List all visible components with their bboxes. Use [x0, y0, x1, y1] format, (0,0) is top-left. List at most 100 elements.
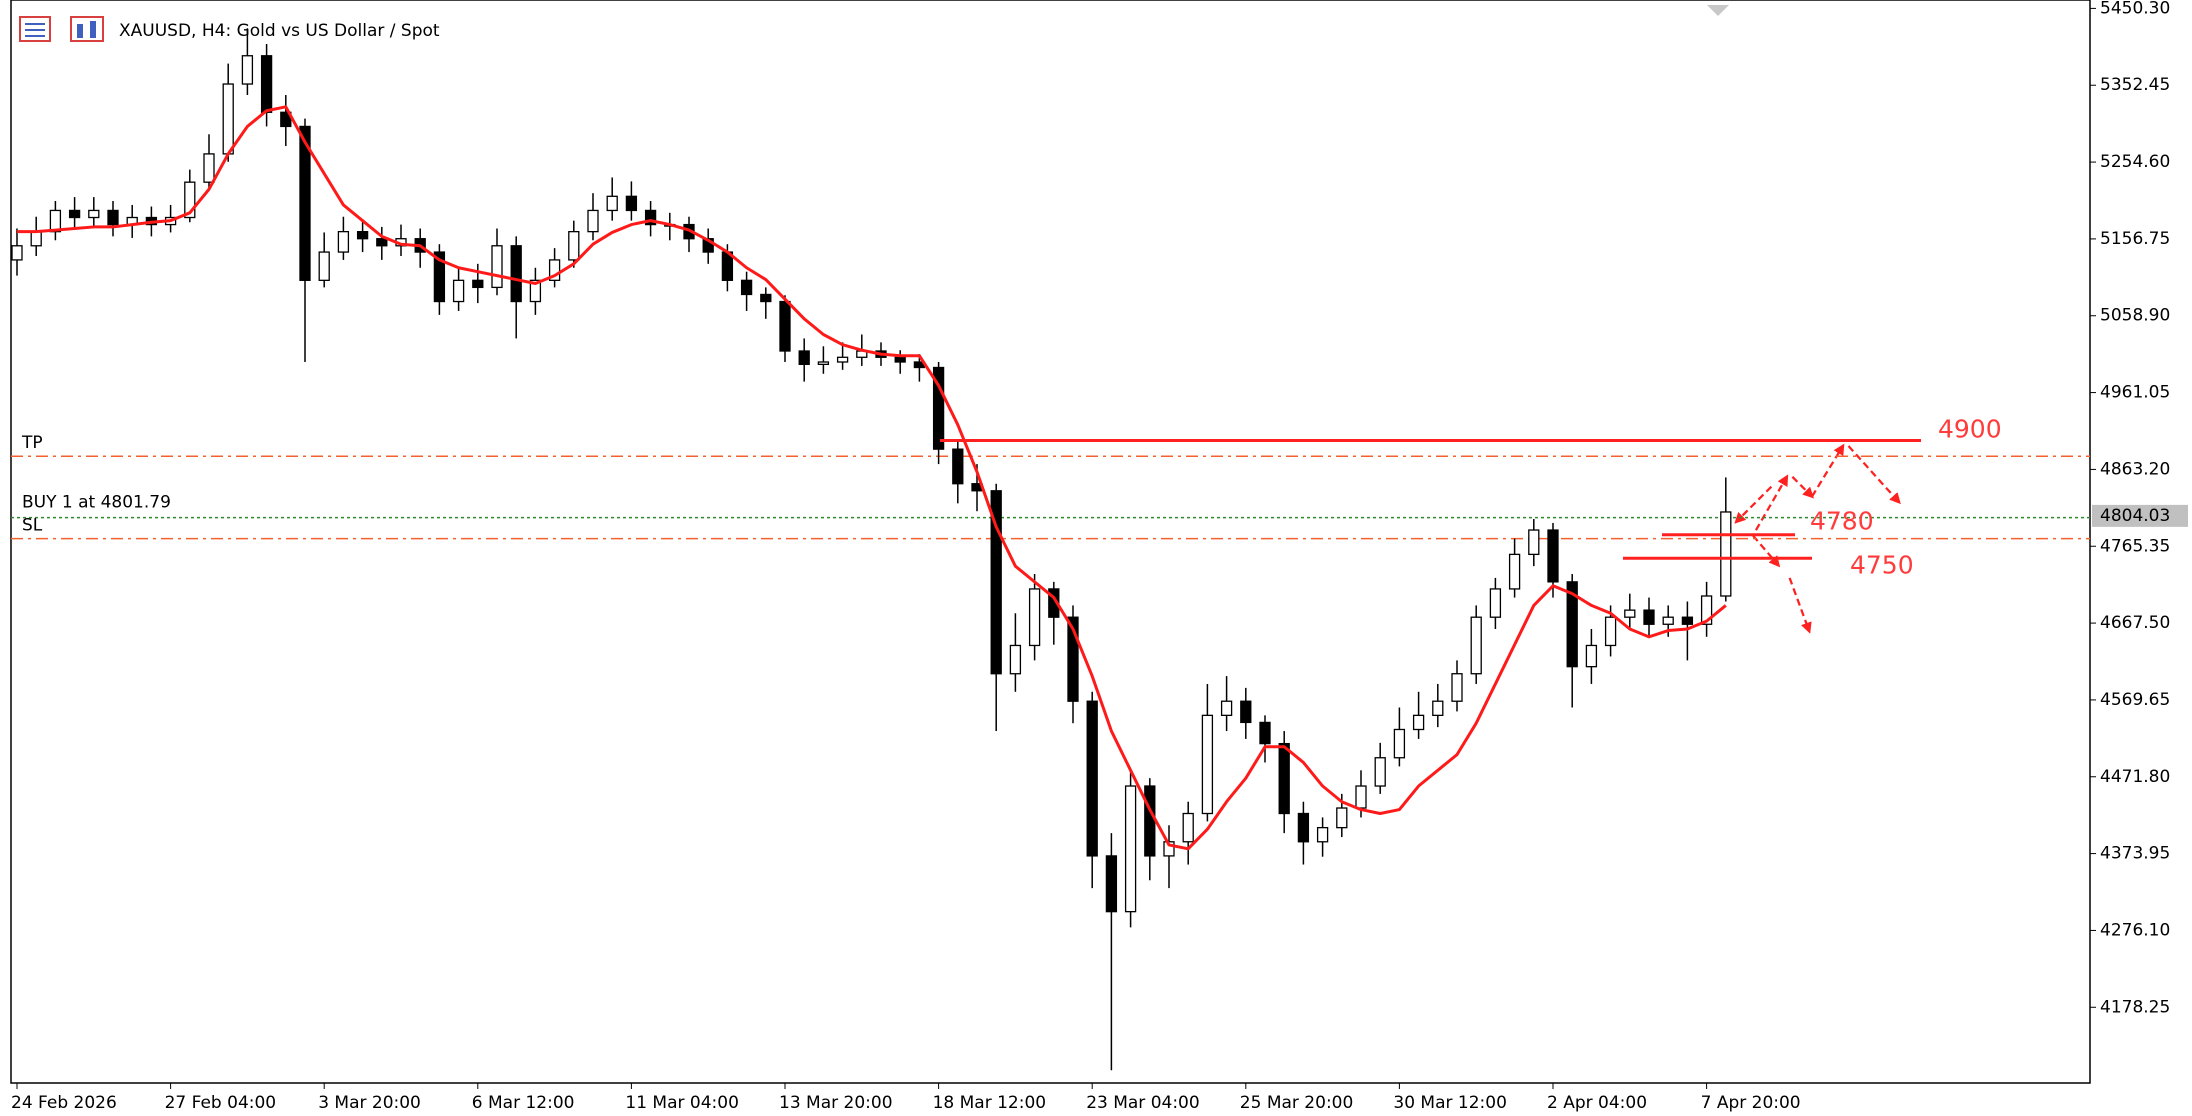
x-tick-label: 25 Mar 20:00 [1240, 1093, 1354, 1113]
sl-label: SL [22, 516, 43, 536]
candle-body [49, 209, 62, 233]
arrow [1847, 445, 1901, 505]
bid-label: 4804.03 [2100, 506, 2170, 526]
candle-body [491, 245, 503, 289]
candle-body [376, 238, 388, 247]
plot-frame [10, 0, 2091, 1084]
candle-body [1086, 700, 1098, 857]
y-tick-label: 4276.10 [2100, 920, 2170, 940]
candle-body [318, 251, 330, 281]
shift-marker [1707, 5, 1729, 16]
arrow [1788, 577, 1812, 634]
candle-body [606, 195, 618, 212]
x-tick-label: 23 Mar 04:00 [1086, 1093, 1200, 1113]
candle-body [1028, 588, 1041, 647]
candle-body [280, 111, 292, 128]
candle-body [1720, 511, 1732, 597]
tp-label: TP [21, 433, 43, 453]
candle-body [1355, 785, 1367, 809]
candle-body [990, 490, 1002, 675]
candle-body [1585, 644, 1598, 668]
x-tick-label: 3 Mar 20:00 [318, 1093, 421, 1113]
arrow [1791, 476, 1815, 499]
candle-body [817, 361, 830, 366]
candle-body [337, 230, 350, 253]
candle-body [1412, 714, 1425, 731]
y-tick-label: 5156.75 [2100, 229, 2170, 249]
x-tick-label: 2 Apr 04:00 [1547, 1093, 1647, 1113]
candle-body [1240, 700, 1252, 724]
x-tick-label: 11 Mar 04:00 [625, 1093, 739, 1113]
level-label: 4900 [1938, 415, 2002, 444]
candle-body [1528, 529, 1540, 556]
candle-body [452, 279, 465, 303]
candle-body [1662, 616, 1674, 625]
candle-body [568, 230, 580, 261]
candle-body [260, 55, 273, 113]
icon [70, 16, 104, 42]
candle-body [1297, 812, 1310, 843]
candle-body [1201, 714, 1214, 815]
arrow [1811, 443, 1845, 498]
candle-body [433, 251, 446, 303]
candle-body [222, 83, 234, 155]
candle-body [30, 230, 42, 247]
projection-arrows [1734, 443, 1901, 634]
candle-body [779, 300, 791, 352]
candle-body [1604, 616, 1617, 647]
candle-body [952, 448, 964, 485]
candle-body [740, 279, 753, 296]
candle-body [836, 356, 849, 363]
candle-body [203, 153, 215, 183]
candle-body [1547, 529, 1559, 583]
level-label: 4780 [1810, 507, 1874, 536]
candle-body [1470, 616, 1482, 675]
candle-body [1681, 616, 1694, 625]
candle-body [1124, 785, 1137, 913]
y-tick-label: 4178.25 [2100, 997, 2170, 1017]
candle-body [1182, 812, 1194, 843]
candle-body [1259, 721, 1271, 745]
x-tick-label: 7 Apr 20:00 [1701, 1093, 1801, 1113]
candle-body [1700, 595, 1713, 625]
y-tick-label: 5058.90 [2100, 306, 2170, 326]
candle-body [894, 356, 906, 363]
bid-tag [2092, 504, 2188, 527]
candle-body [1451, 673, 1463, 702]
candle-body [1144, 785, 1156, 857]
y-tick-label: 5352.45 [2100, 75, 2170, 95]
arrow [1752, 535, 1781, 568]
candle-body [587, 209, 599, 233]
candle-body [1009, 644, 1022, 675]
candle-body [529, 279, 542, 303]
candle-body [68, 209, 81, 219]
candle-body [760, 293, 772, 303]
y-tick-label: 4471.80 [2100, 767, 2170, 787]
y-tick-label: 4667.50 [2100, 613, 2170, 633]
candle-body [88, 209, 100, 219]
moving-average [17, 105, 1727, 851]
candle-body [1067, 616, 1079, 702]
candle-body [1508, 553, 1521, 590]
candle-body [798, 350, 810, 366]
candle-body [1489, 588, 1502, 618]
entry-label: BUY 1 at 4801.79 [22, 493, 171, 513]
candle-body [241, 55, 254, 85]
toolbar-icons [19, 16, 104, 42]
candle-body [1374, 757, 1386, 787]
candle-body [1566, 581, 1578, 668]
y-tick-label: 4373.95 [2100, 844, 2170, 864]
y-tick-label: 5450.30 [2100, 0, 2170, 18]
icon-bar [77, 24, 83, 38]
y-tick-label: 5254.60 [2100, 152, 2170, 172]
candle-body [644, 209, 657, 226]
candle-body [472, 279, 484, 289]
x-tick-label: 30 Mar 12:00 [1393, 1093, 1507, 1113]
candle-body [1336, 807, 1348, 829]
candle-body [1278, 742, 1290, 815]
candle-body [11, 245, 23, 261]
candle-body [625, 195, 638, 212]
candle-body [1393, 728, 1406, 759]
